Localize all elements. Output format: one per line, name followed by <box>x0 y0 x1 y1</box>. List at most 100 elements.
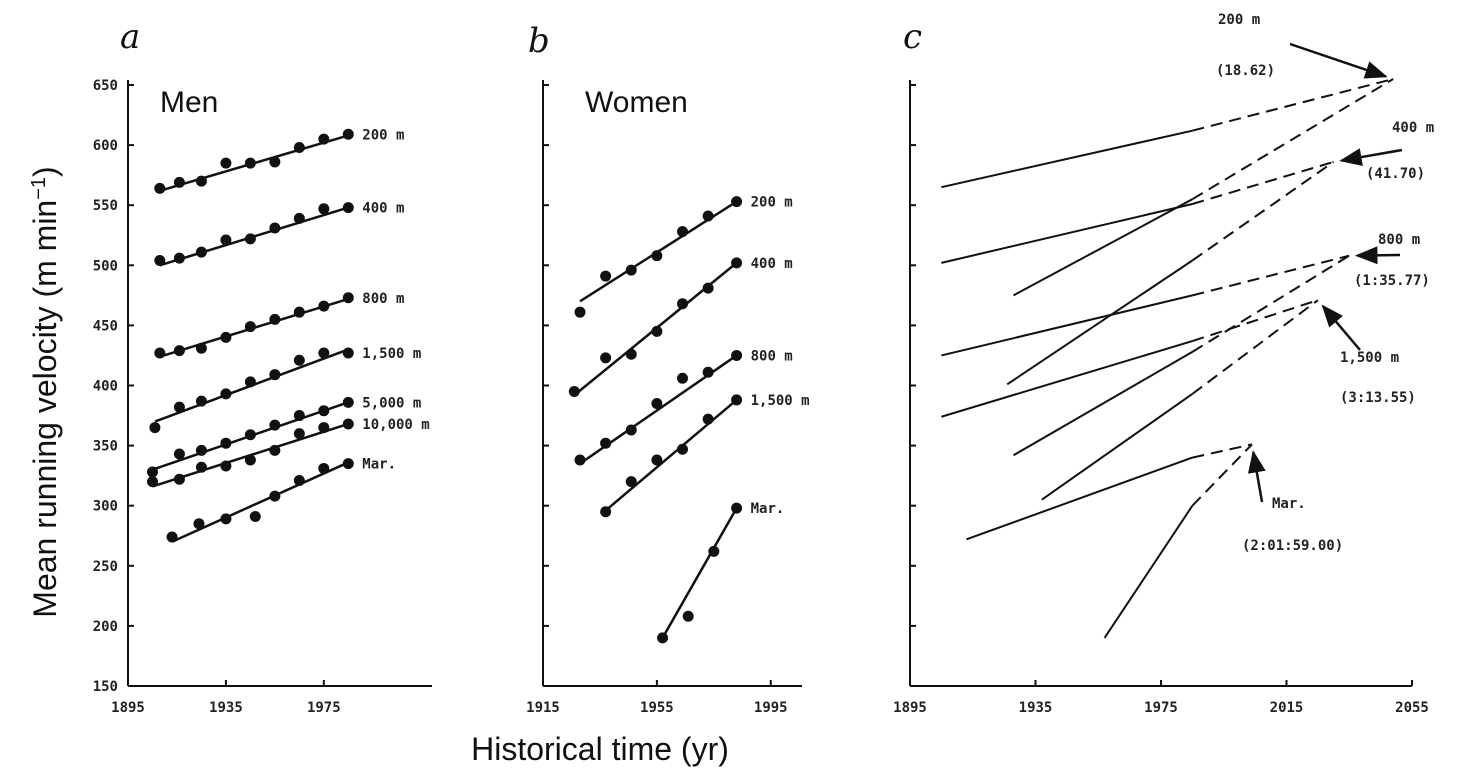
annotation-400-m: 400 m (41.70) <box>1339 120 1434 182</box>
y-tick-label: 350 <box>93 439 118 455</box>
regression-line <box>941 294 1193 357</box>
series-men-800-m <box>941 254 1350 357</box>
x-axis-title: Historical time (yr) <box>471 731 729 767</box>
series-label: 800 m <box>362 291 404 307</box>
y-tick-label: 300 <box>93 499 118 515</box>
series-women-800-m <box>1013 254 1350 457</box>
data-point <box>154 254 166 266</box>
data-point <box>293 142 305 154</box>
projection-line <box>1192 160 1334 205</box>
series-women-1-500-m <box>1041 299 1319 501</box>
data-point <box>318 422 330 434</box>
x-tick-label: 2015 <box>1270 700 1304 716</box>
projection-line <box>1191 254 1350 353</box>
data-point <box>702 413 714 425</box>
data-point <box>193 518 205 530</box>
annotation-time: (1:35.77) <box>1354 273 1430 289</box>
projection-line <box>1191 443 1253 507</box>
series-1-500-m: 1,500 m <box>600 393 810 518</box>
y-tick-label: 550 <box>93 198 118 214</box>
annotation-event: Mar. <box>1272 496 1306 512</box>
annotation-time: (41.70) <box>1366 166 1425 182</box>
regression-line <box>1013 350 1193 457</box>
series-1-500-m: 1,500 m <box>149 346 421 434</box>
group-label-men: Men <box>160 86 218 119</box>
data-point <box>600 270 612 282</box>
projection-line <box>1192 254 1350 297</box>
data-point <box>269 156 281 168</box>
data-point <box>195 246 207 258</box>
data-point <box>318 133 330 145</box>
series-women-200-m <box>1013 78 1394 297</box>
data-point <box>318 405 330 417</box>
y-tick-label: 500 <box>93 258 118 274</box>
data-point <box>244 429 256 441</box>
x-tick-label: 1895 <box>893 700 927 716</box>
data-point <box>731 502 743 514</box>
data-point <box>269 444 281 456</box>
data-point <box>244 321 256 333</box>
data-point <box>318 300 330 312</box>
panel-letter-a: a <box>120 17 140 57</box>
data-point <box>318 203 330 215</box>
annotation-event: 800 m <box>1378 232 1420 248</box>
data-point <box>220 331 232 343</box>
data-point <box>195 444 207 456</box>
data-point <box>342 347 354 359</box>
annotation-time: (18.62) <box>1216 63 1275 79</box>
data-point <box>195 175 207 187</box>
y-tick-label: 600 <box>93 138 118 154</box>
series-400-m: 400 m <box>568 256 793 398</box>
y-tick-label: 250 <box>93 559 118 575</box>
x-tick-label: 1975 <box>307 700 341 716</box>
data-point <box>625 264 637 276</box>
data-point <box>244 454 256 466</box>
projection-line <box>1191 78 1394 201</box>
annotation-arrow <box>1247 450 1266 503</box>
x-tick-label: 1975 <box>1144 700 1178 716</box>
series-men-mar <box>966 443 1253 541</box>
data-point <box>146 476 158 488</box>
data-point <box>173 176 185 188</box>
projection-line <box>1191 299 1319 395</box>
annotation-arrow <box>1289 42 1388 79</box>
series-10-000-m: 10,000 m <box>146 417 430 488</box>
data-point <box>173 401 185 413</box>
data-point <box>244 376 256 388</box>
svg-text:Mean running velocity (m min−1: Mean running velocity (m min−1) <box>27 166 63 617</box>
y-axis-title-sup: −1 <box>28 177 50 200</box>
regression-line <box>1103 505 1194 639</box>
data-point <box>269 419 281 431</box>
data-point <box>342 128 354 140</box>
data-point <box>318 347 330 359</box>
data-point <box>651 398 663 410</box>
x-tick-label: 2055 <box>1395 700 1429 716</box>
panel-letter-c: c <box>903 17 922 57</box>
data-point <box>244 157 256 169</box>
annotation-200-m: 200 m (18.62) <box>1216 12 1388 79</box>
series-800-m: 800 m <box>154 291 404 359</box>
data-point <box>677 443 689 455</box>
x-tick-label: 1895 <box>111 700 145 716</box>
annotation-time: (3:13.55) <box>1340 390 1416 406</box>
data-point <box>677 226 689 238</box>
data-point <box>293 354 305 366</box>
data-point <box>651 250 663 262</box>
annotation-arrow <box>1354 246 1401 265</box>
data-point <box>731 196 743 208</box>
data-point <box>220 437 232 449</box>
series-label: Mar. <box>362 457 396 473</box>
data-point <box>708 545 720 557</box>
data-point <box>702 366 714 378</box>
panel-c-projections: c 1895 1935 1975 2015 2055 200 m (18.62) 400 m (4… <box>893 12 1434 716</box>
x-tick-label: 1995 <box>754 700 788 716</box>
data-point <box>173 448 185 460</box>
data-point <box>195 461 207 473</box>
data-point <box>293 428 305 440</box>
series-label: 200 m <box>751 195 793 211</box>
data-point <box>269 369 281 381</box>
data-point <box>220 513 232 525</box>
data-point <box>154 182 166 194</box>
regression-line <box>941 129 1193 189</box>
data-point <box>702 210 714 222</box>
